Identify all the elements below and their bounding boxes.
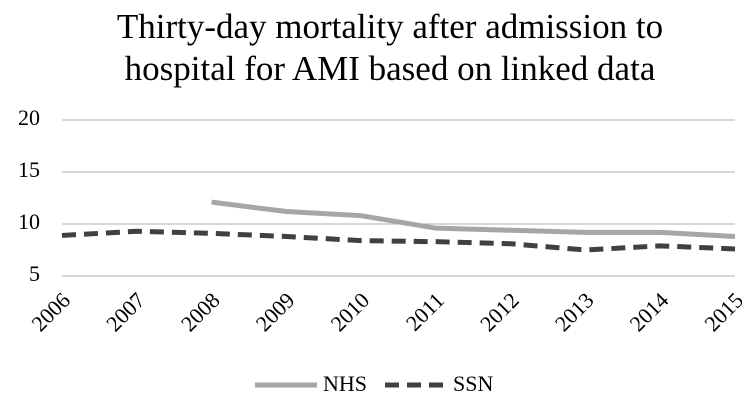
legend-label: SSN [453,371,493,396]
data-line [211,199,736,239]
x-tick-label: 2006 [26,287,75,336]
x-tick-label: 2009 [251,287,300,336]
y-tick-label: 20 [18,105,40,130]
y-tick-label: 5 [29,261,40,286]
x-tick-label: 2008 [176,287,225,336]
x-tick-label: 2015 [699,287,742,336]
x-tick-label: 2013 [550,287,599,336]
chart-title: Thirty-day mortality after admission to … [116,7,664,88]
legend-label: NHS [323,371,367,396]
x-tick-label: 2012 [475,287,524,336]
x-tick-label: 2011 [401,287,449,335]
x-tick-label: 2014 [625,287,674,336]
data-line [61,228,736,253]
x-tick-label: 2010 [325,287,374,336]
y-tick-label: 10 [18,209,40,234]
x-tick-label: 2007 [101,287,150,336]
y-tick-label: 15 [18,157,40,182]
